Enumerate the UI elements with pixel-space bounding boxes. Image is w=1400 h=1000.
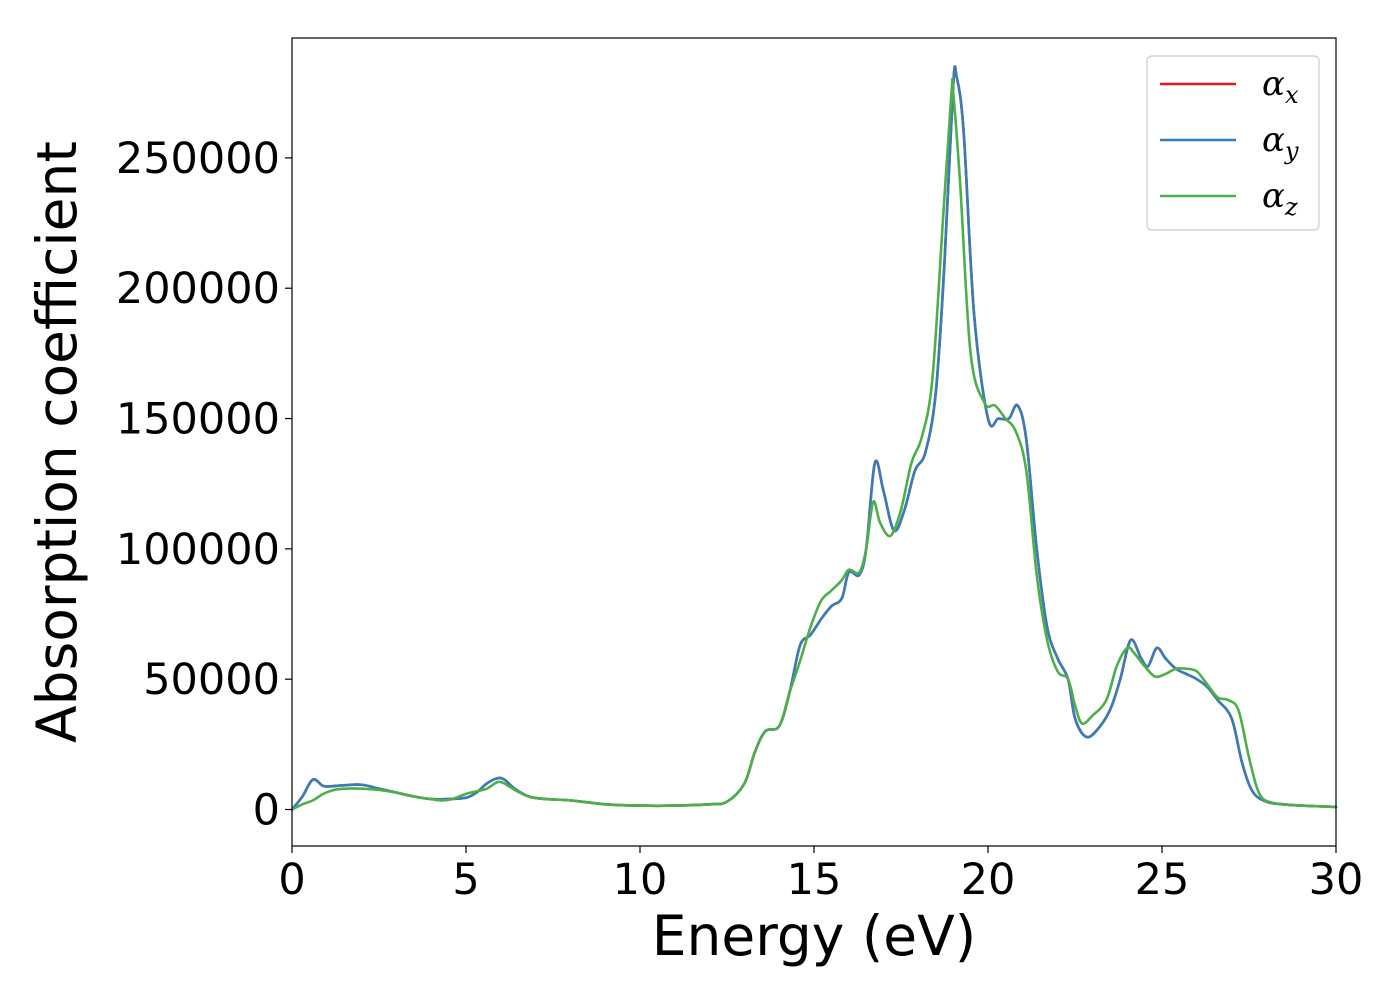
legend-label-x: αx <box>1262 64 1299 109</box>
legend-box <box>1146 55 1320 231</box>
series-line-y <box>290 65 1338 811</box>
legend-label-z: αz <box>1262 176 1298 221</box>
y-tick-label: 200000 <box>116 264 280 314</box>
y-tick-label: 0 <box>253 786 280 836</box>
legend-label-y: αy <box>1262 120 1299 165</box>
x-tick-label: 5 <box>452 855 479 905</box>
x-tick-label: 25 <box>1135 855 1190 905</box>
y-axis-title: Absorption coefficient <box>25 141 89 743</box>
x-tick-label: 0 <box>278 855 305 905</box>
y-tick-label: 50000 <box>143 655 280 705</box>
y-tick-label: 250000 <box>116 134 280 184</box>
x-tick-label: 15 <box>787 855 842 905</box>
series-layer <box>290 65 1338 811</box>
x-tick-label: 10 <box>613 855 668 905</box>
y-tick-label: 150000 <box>116 395 280 445</box>
x-tick-label: 30 <box>1309 855 1364 905</box>
legend-items: αx αy αz <box>1160 64 1299 221</box>
series-line-z <box>290 77 1338 811</box>
x-axis-ticks: 0 5 10 15 20 25 30 <box>278 846 1363 905</box>
x-tick-label: 20 <box>961 855 1016 905</box>
y-tick-label: 100000 <box>116 525 280 575</box>
x-axis-title: Energy (eV) <box>652 904 976 968</box>
y-axis-ticks: 0 50000 100000 150000 200000 250000 <box>116 134 292 836</box>
legend: αx αy αz <box>1146 55 1320 231</box>
